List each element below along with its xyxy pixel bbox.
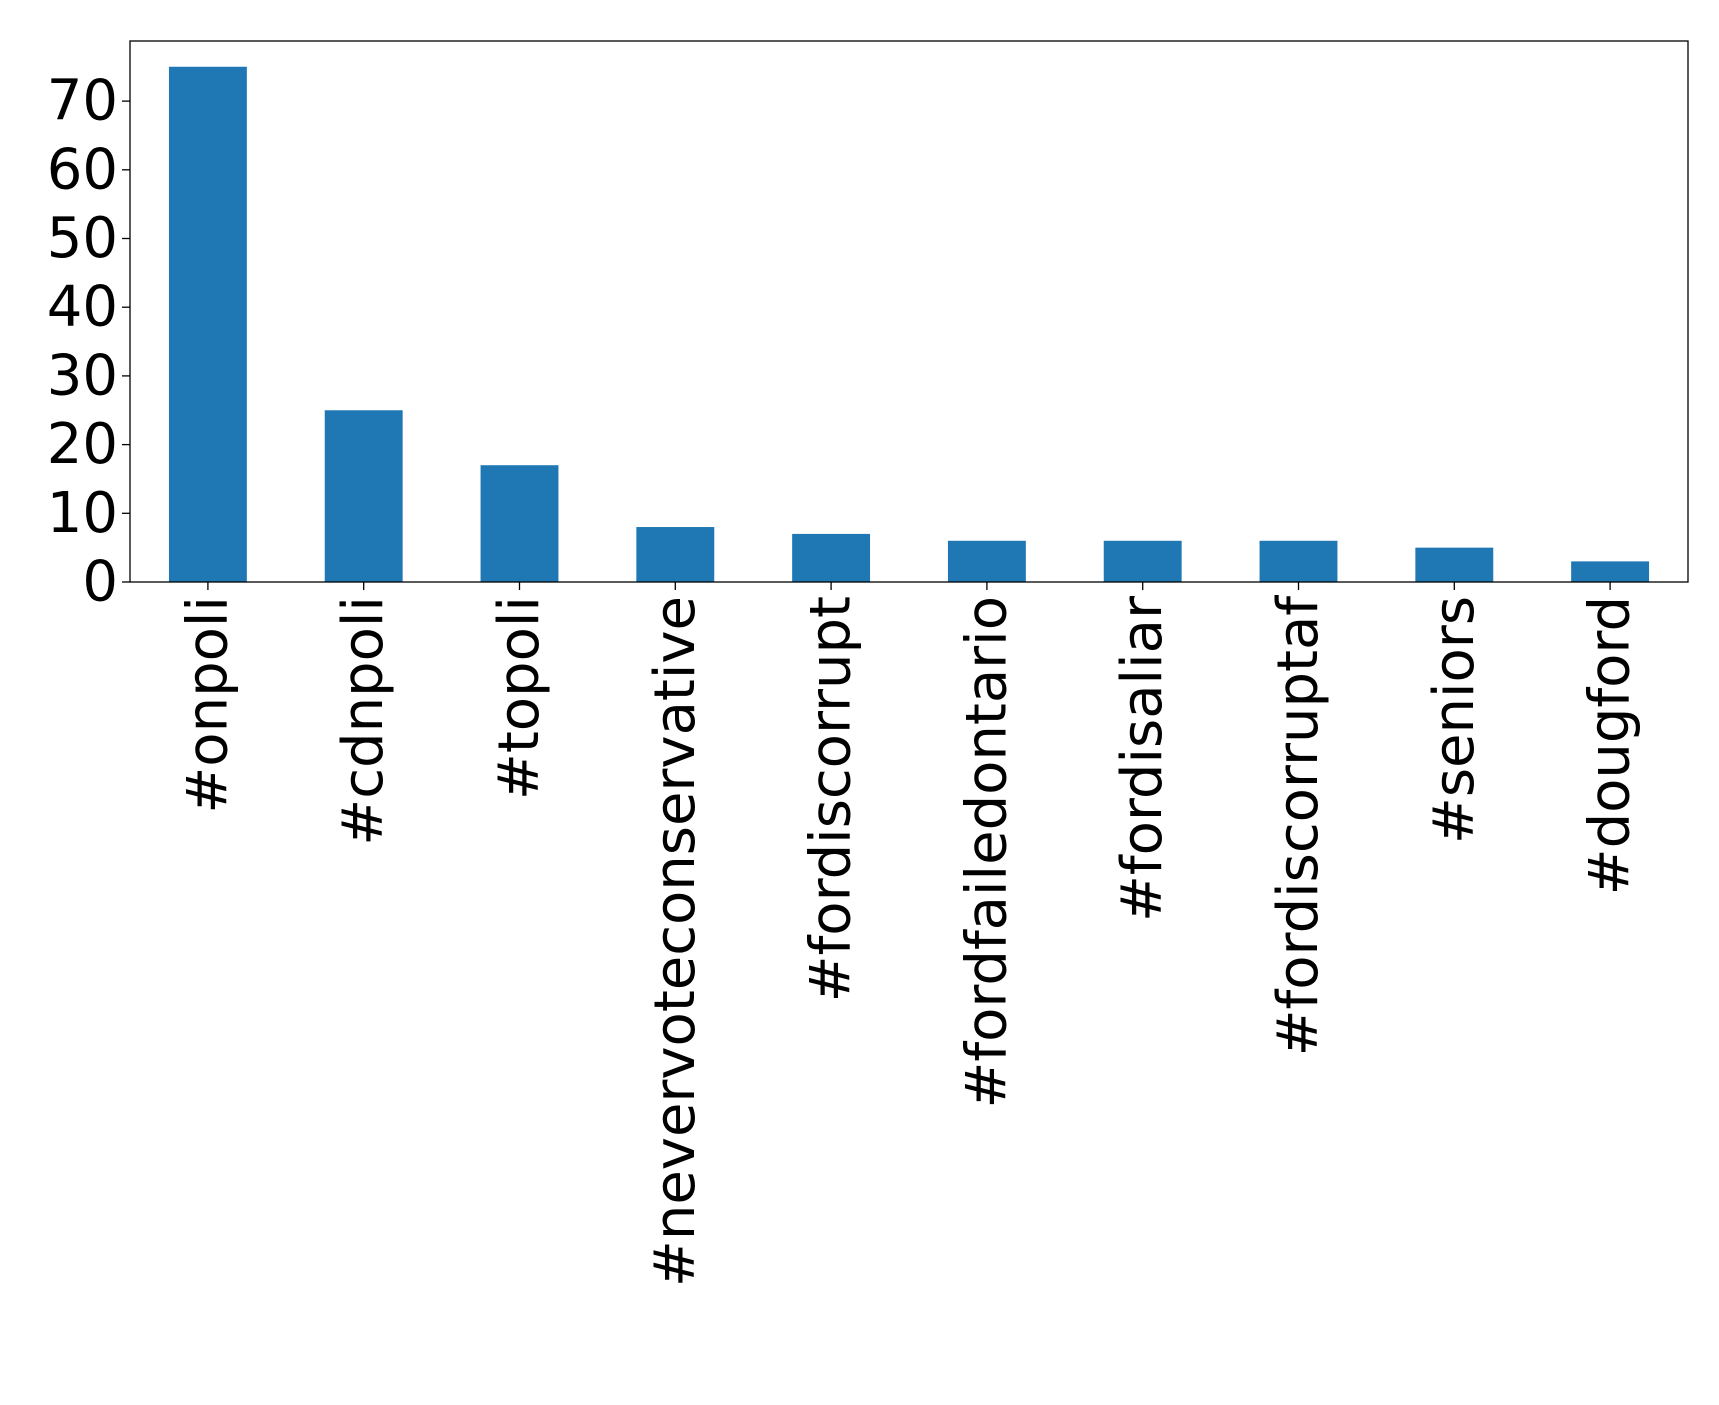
x-tick-label: #dougford xyxy=(1578,596,1643,895)
y-tick-label: 60 xyxy=(47,137,118,202)
x-axis: #onpoli #cdnpoli #topoli #nevervoteconserva… xyxy=(175,582,1643,1287)
y-tick-label: 40 xyxy=(47,275,118,340)
bars-layer xyxy=(168,66,1650,582)
x-tick-label: #nevervoteconservative xyxy=(643,596,708,1287)
bar-seniors xyxy=(1415,547,1494,582)
x-tick-label: #topoli xyxy=(487,596,552,800)
bar-fordisaliar xyxy=(1103,540,1182,582)
x-tick-label: #seniors xyxy=(1422,596,1487,844)
bar-fordiscorruptaf xyxy=(1259,540,1338,582)
y-tick-label: 70 xyxy=(47,69,118,134)
bar-fordfailedontario xyxy=(947,540,1026,582)
y-tick-label: 50 xyxy=(47,206,118,271)
bar-onpoli xyxy=(168,66,247,582)
bar-cdnpoli xyxy=(324,410,403,582)
x-tick-label: #onpoli xyxy=(175,596,240,814)
x-tick-label: #fordiscorrupt xyxy=(799,596,864,1002)
y-tick-label: 10 xyxy=(47,481,118,546)
bar-topoli xyxy=(480,465,559,582)
bar-nevervoteconservative xyxy=(636,527,715,582)
bar-fordiscorrupt xyxy=(792,533,871,582)
x-tick-label: #fordisaliar xyxy=(1110,595,1175,922)
y-tick-label: 0 xyxy=(82,550,118,615)
y-tick-label: 20 xyxy=(47,412,118,477)
bar-dougford xyxy=(1571,561,1650,582)
plot-frame xyxy=(129,40,1689,583)
x-tick-label: #cdnpoli xyxy=(331,596,396,846)
x-tick-label: #fordiscorruptaf xyxy=(1266,595,1331,1057)
x-tick-label: #fordfailedontario xyxy=(954,596,1019,1109)
y-tick-label: 30 xyxy=(47,343,118,408)
